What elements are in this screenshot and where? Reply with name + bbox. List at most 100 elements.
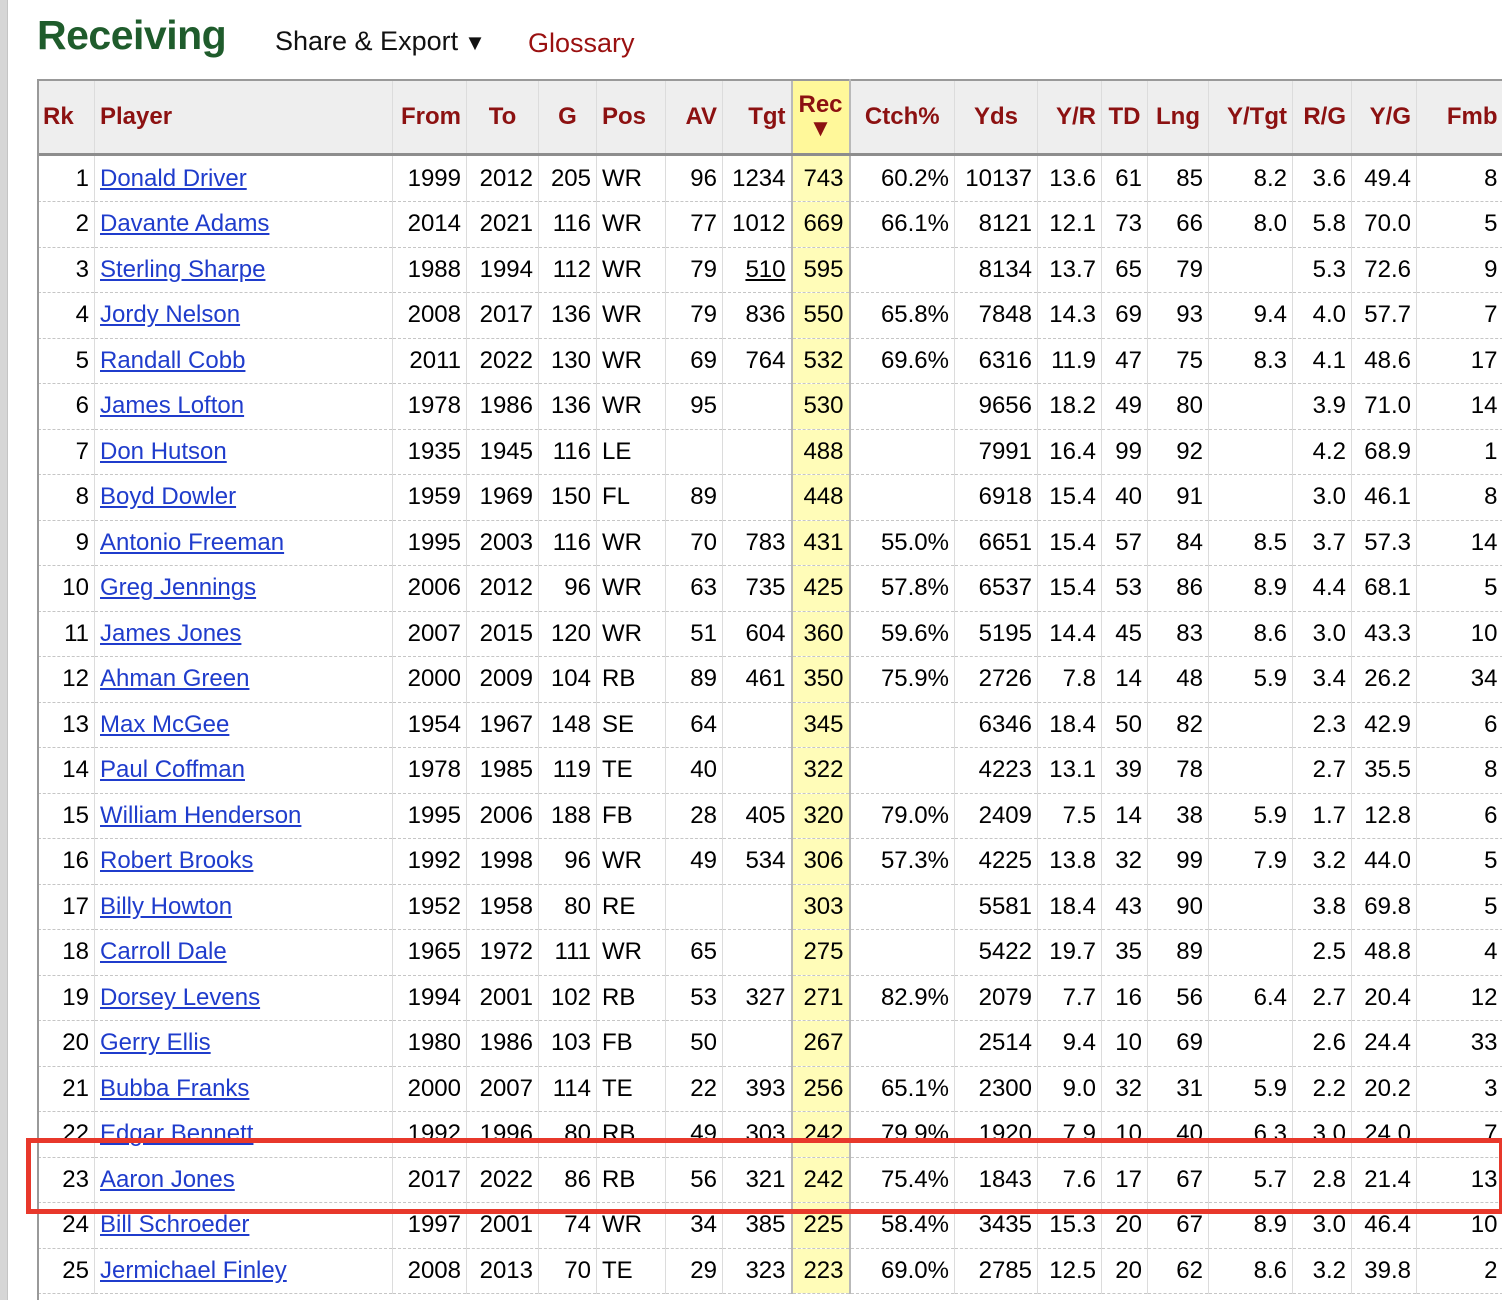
table-row: 8 Boyd Dowler 1959 1969 150 FL 89 448 6918 15.4 40… <box>37 474 1502 521</box>
player-link[interactable]: Donald Driver <box>100 164 247 192</box>
cell-from: 1935 <box>392 429 467 475</box>
cell-player: Boyd Dowler <box>94 474 393 521</box>
cell-pos: WR <box>596 838 666 885</box>
cell-td: 45 <box>1101 611 1148 657</box>
player-link[interactable]: Edgar Bennett <box>100 1120 254 1148</box>
cell-av: 40 <box>665 747 723 794</box>
cell-rg: 3.6 <box>1292 154 1352 202</box>
column-header-from[interactable]: From <box>392 79 467 156</box>
table-row: 19 Dorsey Levens 1994 2001 102 RB 53 327 271 82.9… <box>37 975 1502 1021</box>
cell-ytgt: 8.9 <box>1208 565 1293 612</box>
cell-yg: 46.4 <box>1351 1202 1417 1249</box>
cell-rg: 3.8 <box>1292 884 1352 930</box>
player-link[interactable]: Jordy Nelson <box>100 301 241 329</box>
column-header-fmb[interactable]: Fmb <box>1416 79 1502 156</box>
column-header-player[interactable]: Player <box>94 79 393 156</box>
cell-yr: 14.4 <box>1037 611 1102 657</box>
player-link[interactable]: Bill Schroeder <box>100 1211 250 1239</box>
cell-av: 79 <box>665 247 723 293</box>
cell-yds: 2726 <box>954 656 1038 703</box>
player-link[interactable]: Jermichael Finley <box>100 1256 287 1284</box>
column-header-rec[interactable]: Rec ▼ <box>790 79 851 156</box>
cell-player: Max McGee <box>94 702 393 748</box>
cell-yds: 6316 <box>954 338 1038 384</box>
column-header-yds[interactable]: Yds <box>954 79 1038 156</box>
column-header-pos[interactable]: Pos <box>596 79 666 156</box>
cell-fmb: 6 <box>1416 702 1502 748</box>
player-link[interactable]: Billy Howton <box>100 892 233 920</box>
cell-rg: 2.7 <box>1292 975 1352 1021</box>
cell-td: 43 <box>1101 884 1148 930</box>
cell-yg: 48.8 <box>1351 929 1417 976</box>
cell-g: 119 <box>538 747 597 794</box>
column-header-av[interactable]: AV <box>665 79 723 156</box>
column-header-rk[interactable]: Rk <box>37 79 95 156</box>
column-header-ctch[interactable]: Ctch% <box>849 79 955 156</box>
player-link[interactable]: William Henderson <box>100 801 302 829</box>
section-title: Receiving <box>37 12 227 58</box>
cell-rk: 11 <box>37 611 95 657</box>
player-link[interactable]: Ahman Green <box>100 665 250 693</box>
cell-player: Don Hutson <box>94 429 393 475</box>
cell-to: 2012 <box>466 565 539 612</box>
cell-yds: 2079 <box>954 975 1038 1021</box>
cell-lng: 80 <box>1147 383 1209 430</box>
player-link[interactable]: Antonio Freeman <box>100 528 285 556</box>
cell-td: 32 <box>1101 1066 1148 1112</box>
player-link[interactable]: Gerry Ellis <box>100 1029 211 1057</box>
player-link[interactable]: Davante Adams <box>100 210 270 238</box>
cell-yr: 18.4 <box>1037 884 1102 930</box>
player-link[interactable]: Randall Cobb <box>100 346 246 374</box>
player-link[interactable]: Aaron Jones <box>100 1165 235 1193</box>
column-header-td[interactable]: TD <box>1101 79 1148 156</box>
player-link[interactable]: James Jones <box>100 619 242 647</box>
cell-rec: 448 <box>790 474 851 521</box>
column-header-lng[interactable]: Lng <box>1147 79 1209 156</box>
player-link[interactable]: Dorsey Levens <box>100 983 261 1011</box>
cell-td: 99 <box>1101 429 1148 475</box>
cell-fmb: 5 <box>1416 838 1502 885</box>
player-link[interactable]: Max McGee <box>100 710 230 738</box>
share-export-menu[interactable]: Share & Export ▼ <box>275 26 486 57</box>
cell-ytgt: 5.9 <box>1208 793 1293 839</box>
player-link[interactable]: Carroll Dale <box>100 938 227 966</box>
player-link[interactable]: Boyd Dowler <box>100 483 237 511</box>
cell-yds: 9656 <box>954 383 1038 430</box>
cell-av: 65 <box>665 929 723 976</box>
cell-g: 86 <box>538 1157 597 1203</box>
cell-yr: 7.5 <box>1037 793 1102 839</box>
player-link[interactable]: Don Hutson <box>100 437 227 465</box>
player-link[interactable]: Paul Coffman <box>100 756 245 784</box>
cell-ctch: 79.0% <box>849 793 955 839</box>
cell-from: 2007 <box>392 611 467 657</box>
cell-tgt <box>722 884 792 930</box>
player-link[interactable]: Bubba Franks <box>100 1074 250 1102</box>
cell-yds: 1920 <box>954 1111 1038 1158</box>
column-header-yg[interactable]: Y/G <box>1351 79 1417 156</box>
column-header-ytgt[interactable]: Y/Tgt <box>1208 79 1293 156</box>
column-header-rg[interactable]: R/G <box>1292 79 1352 156</box>
tgt-footnote-link[interactable]: 510 <box>745 255 786 283</box>
column-header-to[interactable]: To <box>466 79 539 156</box>
cell-rg: 3.0 <box>1292 474 1352 521</box>
player-link[interactable]: Robert Brooks <box>100 847 254 875</box>
column-header-g[interactable]: G <box>538 79 597 156</box>
table-row: 9 Antonio Freeman 1995 2003 116 WR 70 783 431 55.… <box>37 520 1502 566</box>
player-link[interactable]: Sterling Sharpe <box>100 255 266 283</box>
cell-pos: WR <box>596 929 666 976</box>
player-link[interactable]: James Lofton <box>100 392 245 420</box>
cell-ctch: 57.3% <box>849 838 955 885</box>
cell-ctch: 65.8% <box>849 292 955 339</box>
cell-td: 16 <box>1101 975 1148 1021</box>
cell-from: 1992 <box>392 838 467 885</box>
cell-player: Randall Cobb <box>94 338 393 384</box>
cell-rg: 3.9 <box>1292 383 1352 430</box>
cell-g: 80 <box>538 884 597 930</box>
cell-td: 39 <box>1101 747 1148 794</box>
cell-pos: WR <box>596 201 666 248</box>
cell-rg: 5.8 <box>1292 201 1352 248</box>
column-header-tgt[interactable]: Tgt <box>722 79 792 156</box>
glossary-link[interactable]: Glossary <box>528 28 635 58</box>
player-link[interactable]: Greg Jennings <box>100 574 257 602</box>
column-header-yr[interactable]: Y/R <box>1037 79 1102 156</box>
